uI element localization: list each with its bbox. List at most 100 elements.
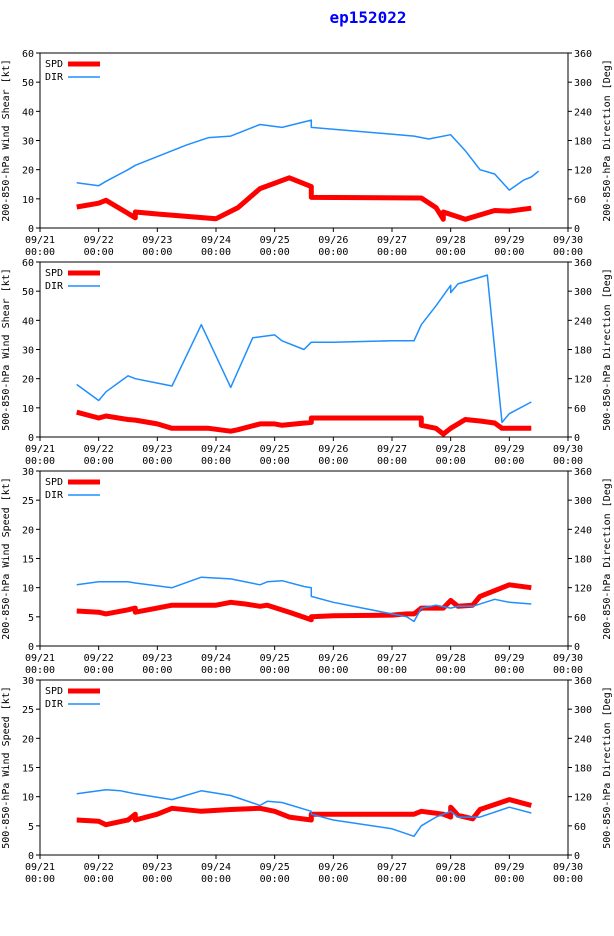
y-tick-label-left: 0	[28, 851, 34, 862]
legend-label-spd: SPD	[45, 686, 63, 697]
legend-label-spd: SPD	[45, 268, 63, 279]
y-tick-label-left: 25	[22, 705, 34, 716]
legend-label-dir: DIR	[45, 72, 64, 83]
x-tick-label: 09/27 00:00	[377, 235, 407, 258]
page-title: ep152022	[329, 8, 407, 27]
panel-2: 0 10 20 30 40 50 60 0 60 120 180 240 300 360 09/21 00:0…	[1, 258, 613, 467]
y-tick-label-left: 0	[28, 642, 34, 653]
x-tick-label: 09/26 00:00	[318, 444, 348, 467]
y-axis-label-right: 500-850-hPa Direction [Deg]	[602, 686, 613, 849]
y-tick-label-left: 20	[22, 166, 34, 177]
y-tick-label-right: 60	[574, 404, 586, 415]
x-tick-label: 09/28 00:00	[436, 862, 466, 885]
y-tick-label-right: 240	[574, 525, 592, 536]
y-tick-label-left: 40	[22, 107, 34, 118]
y-tick-label-right: 180	[574, 764, 592, 775]
dir-series-line	[76, 576, 532, 623]
y-tick-label-left: 0	[28, 433, 34, 444]
y-tick-label-left: 30	[22, 467, 34, 478]
y-tick-label-right: 240	[574, 107, 592, 118]
legend-label-spd: SPD	[45, 477, 63, 488]
y-tick-label-left: 20	[22, 525, 34, 536]
y-axis-label-left: 200-850-hPa Wind Shear [kt]	[1, 59, 12, 222]
x-tick-label: 09/26 00:00	[318, 653, 348, 676]
y-tick-label-right: 360	[574, 676, 592, 687]
y-tick-label-right: 120	[574, 793, 592, 804]
y-tick-label-right: 120	[574, 166, 592, 177]
x-tick-label: 09/29 00:00	[494, 444, 524, 467]
x-tick-label: 09/29 00:00	[494, 862, 524, 885]
dir-series-line	[76, 788, 532, 838]
y-tick-label-right: 120	[574, 375, 592, 386]
x-tick-label: 09/25 00:00	[260, 444, 290, 467]
y-tick-label-right: 300	[574, 496, 592, 507]
legend-label-spd: SPD	[45, 59, 63, 70]
spd-series-line	[76, 175, 532, 222]
y-tick-label-right: 0	[574, 851, 580, 862]
y-tick-label-right: 300	[574, 78, 592, 89]
y-tick-label-right: 180	[574, 555, 592, 566]
y-tick-label-left: 10	[22, 793, 34, 804]
x-tick-label: 09/22 00:00	[84, 653, 114, 676]
x-tick-label: 09/25 00:00	[260, 862, 290, 885]
y-axis-label-left: 200-850-hPa Wind Speed [kt]	[1, 477, 12, 640]
x-tick-label: 09/24 00:00	[201, 862, 231, 885]
y-tick-label-left: 10	[22, 195, 34, 206]
y-tick-label-right: 0	[574, 224, 580, 235]
y-tick-label-right: 300	[574, 287, 592, 298]
spd-series-line	[76, 409, 532, 437]
y-tick-label-left: 60	[22, 258, 34, 269]
x-tick-label: 09/21 00:00	[25, 862, 55, 885]
y-tick-label-left: 60	[22, 49, 34, 60]
spd-series-line	[76, 797, 532, 828]
y-tick-label-left: 20	[22, 734, 34, 745]
x-tick-label: 09/23 00:00	[142, 444, 172, 467]
y-tick-label-left: 50	[22, 78, 34, 89]
y-tick-label-right: 120	[574, 584, 592, 595]
x-tick-label: 09/22 00:00	[84, 235, 114, 258]
legend-label-dir: DIR	[45, 281, 64, 292]
x-tick-label: 09/30 00:00	[553, 862, 583, 885]
x-tick-label: 09/29 00:00	[494, 235, 524, 258]
dir-series-line	[76, 274, 532, 424]
x-tick-label: 09/21 00:00	[25, 235, 55, 258]
x-tick-label: 09/28 00:00	[436, 444, 466, 467]
plot-frame	[39, 52, 569, 229]
y-tick-label-left: 10	[22, 404, 34, 415]
x-tick-label: 09/24 00:00	[201, 235, 231, 258]
y-tick-label-left: 30	[22, 137, 34, 148]
y-axis-label-right: 200-850-hPa Direction [Deg]	[602, 477, 613, 640]
x-tick-label: 09/27 00:00	[377, 653, 407, 676]
y-axis-label-left: 500-850-hPa Wind Speed [kt]	[1, 686, 12, 849]
plot-frame	[39, 679, 569, 856]
y-axis-label-right: 500-850-hPa Direction [Deg]	[602, 268, 613, 431]
x-tick-label: 09/24 00:00	[201, 444, 231, 467]
y-axis-label-left: 500-850-hPa Wind Shear [kt]	[1, 268, 12, 431]
x-tick-label: 09/25 00:00	[260, 653, 290, 676]
y-tick-label-right: 60	[574, 613, 586, 624]
x-tick-label: 09/25 00:00	[260, 235, 290, 258]
y-tick-label-right: 240	[574, 316, 592, 327]
x-tick-label: 09/21 00:00	[25, 444, 55, 467]
y-tick-label-left: 0	[28, 224, 34, 235]
y-tick-label-right: 180	[574, 346, 592, 357]
y-tick-label-right: 60	[574, 822, 586, 833]
legend-label-dir: DIR	[45, 699, 64, 710]
spd-series-line	[76, 582, 532, 623]
y-tick-label-left: 5	[28, 613, 34, 624]
x-tick-label: 09/30 00:00	[553, 653, 583, 676]
y-tick-label-left: 20	[22, 375, 34, 386]
y-tick-label-right: 0	[574, 642, 580, 653]
y-tick-label-left: 25	[22, 496, 34, 507]
x-tick-label: 09/26 00:00	[318, 862, 348, 885]
y-tick-label-right: 360	[574, 49, 592, 60]
x-tick-label: 09/23 00:00	[142, 235, 172, 258]
x-tick-label: 09/28 00:00	[436, 235, 466, 258]
y-tick-label-left: 30	[22, 676, 34, 687]
panel-1: 0 10 20 30 40 50 60 0 60 120 180 240 300 360 09/21 00:0…	[1, 49, 613, 258]
x-tick-label: 09/24 00:00	[201, 653, 231, 676]
